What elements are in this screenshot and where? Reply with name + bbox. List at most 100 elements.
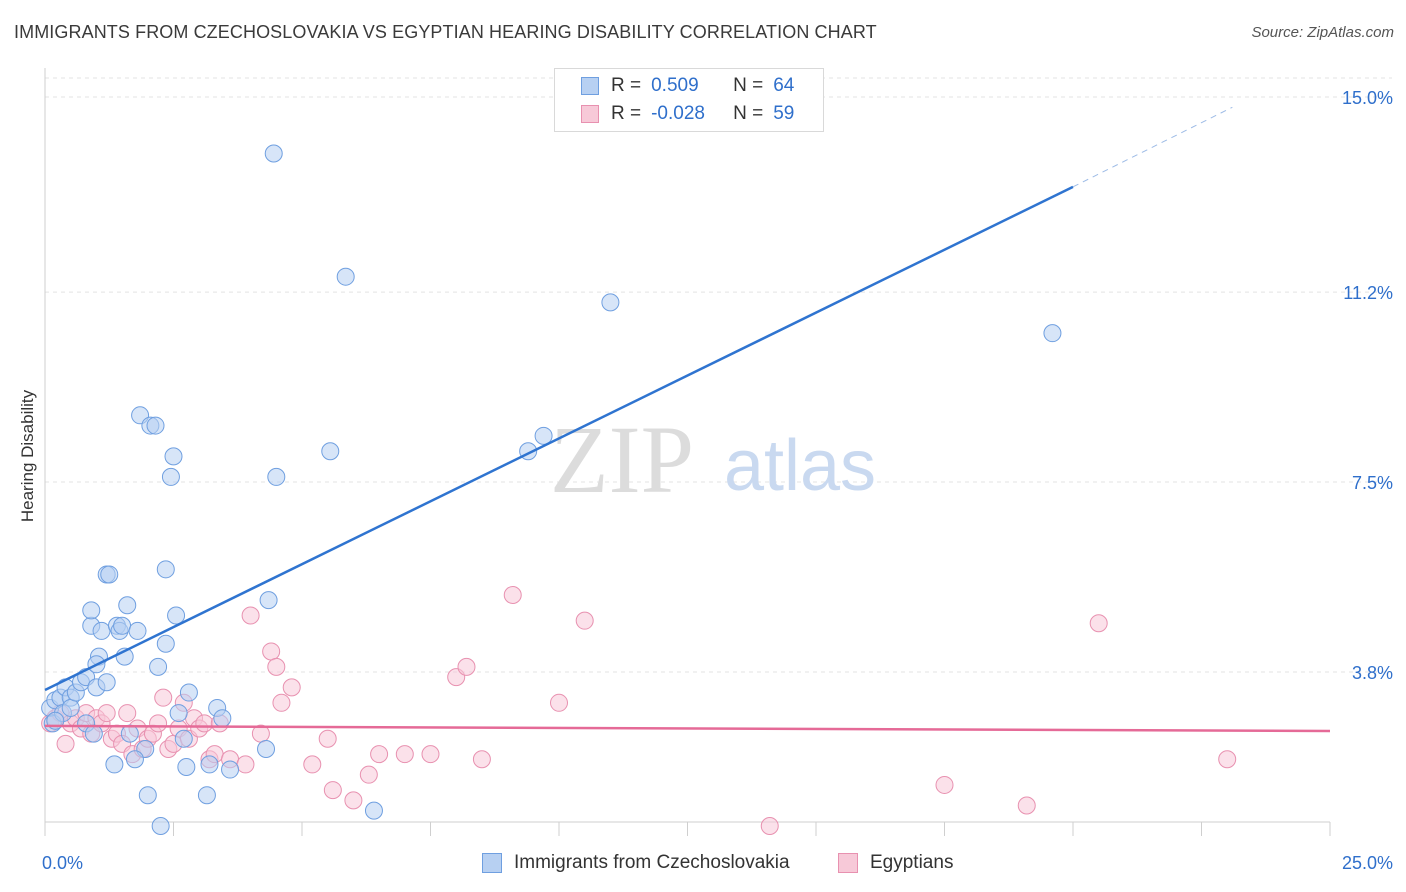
czechoslovakia-point	[120, 724, 139, 743]
axes	[44, 68, 1331, 836]
y-tick-label: 3.8%	[1352, 663, 1393, 683]
series-legend: Immigrants from Czechoslovakia Egyptians	[0, 852, 1406, 878]
czechoslovakia-point	[113, 616, 132, 635]
czechoslovakia-trend-extension	[1072, 106, 1233, 188]
egyptians-point	[370, 745, 389, 764]
egyptians-point	[282, 678, 301, 697]
czechoslovakia-point	[257, 740, 276, 759]
egyptians-point	[154, 688, 173, 707]
czechoslovakia-point	[118, 596, 137, 615]
x-tick-label: 25.0%	[1342, 853, 1393, 873]
stats-row-czechoslovakia: R = 0.509 N = 64	[581, 73, 794, 99]
czechoslovakia-point	[534, 426, 553, 445]
czechoslovakia-point	[364, 801, 383, 820]
czechoslovakia-point	[82, 601, 101, 620]
egyptians-point	[1218, 750, 1237, 769]
czechoslovakia-point	[336, 267, 355, 286]
czechoslovakia-point	[151, 817, 170, 836]
stats-legend: R = 0.509 N = 64 R = -0.028 N = 59	[554, 68, 824, 132]
czechoslovakia-point	[125, 750, 144, 769]
egyptians-point	[118, 704, 137, 723]
watermark-zip: ZIP	[550, 406, 694, 513]
r-value: 0.509	[651, 75, 699, 96]
czechoslovakia-point	[1043, 324, 1062, 343]
czechoslovakia-point	[601, 293, 620, 312]
y-tick-label: 7.5%	[1352, 473, 1393, 493]
tick-labels: 3.8% 7.5% 11.2% 15.0% 0.0% 25.0%	[42, 88, 1393, 873]
egyptians-point	[359, 765, 378, 784]
watermark: ZIP atlas	[550, 406, 876, 513]
egyptians-point	[503, 585, 522, 604]
czechoslovakia-point	[92, 621, 111, 640]
czechoslovakia-point	[156, 634, 175, 653]
czechoslovakia-point	[267, 467, 286, 486]
czechoslovakia-swatch	[581, 77, 599, 95]
egyptians-swatch	[838, 853, 858, 873]
egyptians-point	[421, 745, 440, 764]
czechoslovakia-point	[197, 786, 216, 805]
n-value: 59	[773, 103, 795, 124]
czechoslovakia-point	[128, 621, 147, 640]
czechoslovakia-point	[179, 683, 198, 702]
egyptians-point	[323, 781, 342, 800]
y-tick-label: 15.0%	[1342, 88, 1393, 108]
czechoslovakia-point	[100, 565, 119, 584]
source-note: Source: ZipAtlas.com	[1251, 24, 1394, 41]
czechoslovakia-point	[167, 606, 186, 625]
legend-item-czechoslovakia[interactable]: Immigrants from Czechoslovakia	[482, 852, 790, 874]
czechoslovakia-point	[156, 560, 175, 579]
egyptians-point	[303, 755, 322, 774]
egyptians-swatch	[581, 105, 599, 123]
legend-item-egyptians[interactable]: Egyptians	[838, 852, 953, 874]
egyptians-point	[1089, 614, 1108, 633]
czechoslovakia-point	[149, 657, 168, 676]
stats-row-egyptians: R = -0.028 N = 59	[581, 101, 794, 127]
egyptians-point	[267, 657, 286, 676]
egyptians-point	[149, 714, 168, 733]
egyptians-point	[241, 606, 260, 625]
czechoslovakia-point	[200, 755, 219, 774]
trend-lines	[44, 106, 1331, 733]
czechoslovakia-point	[84, 724, 103, 743]
egyptians-point	[472, 750, 491, 769]
czechoslovakia-point	[259, 591, 278, 610]
czechoslovakia-point	[174, 729, 193, 748]
n-label: N =	[733, 103, 764, 124]
x-tick-label: 0.0%	[42, 853, 83, 873]
czechoslovakia-point	[61, 698, 80, 717]
czechoslovakia-point	[146, 416, 165, 435]
czechoslovakia-points	[41, 144, 1062, 836]
r-label: R =	[611, 75, 642, 96]
egyptians-point	[344, 791, 363, 810]
egyptians-point	[550, 693, 568, 712]
czechoslovakia-trend-line	[44, 185, 1074, 692]
czechoslovakia-point	[213, 709, 232, 728]
egyptians-point	[457, 657, 476, 676]
n-label: N =	[733, 75, 764, 96]
czechoslovakia-point	[138, 786, 157, 805]
czechoslovakia-point	[177, 757, 196, 776]
czechoslovakia-point	[164, 447, 183, 466]
egyptians-point	[97, 704, 116, 723]
egyptians-point	[395, 745, 414, 764]
r-label: R =	[611, 103, 642, 124]
y-tick-label: 11.2%	[1343, 283, 1393, 303]
czechoslovakia-point	[161, 467, 180, 486]
egyptians-point	[1017, 796, 1036, 815]
czechoslovakia-point	[264, 144, 283, 163]
czechoslovakia-point	[105, 755, 124, 774]
egyptians-point	[262, 642, 281, 661]
legend-label: Immigrants from Czechoslovakia	[514, 852, 790, 873]
czechoslovakia-point	[97, 673, 116, 692]
egyptians-point	[575, 611, 594, 630]
egyptians-point	[760, 817, 779, 836]
czechoslovakia-point	[321, 442, 340, 461]
egyptians-point	[56, 734, 75, 753]
czechoslovakia-swatch	[482, 853, 502, 873]
egyptians-point	[272, 693, 291, 712]
r-value: -0.028	[651, 103, 705, 124]
watermark-atlas: atlas	[724, 426, 876, 506]
czechoslovakia-point	[221, 760, 240, 779]
y-axis-title: Hearing Disability	[18, 389, 37, 523]
